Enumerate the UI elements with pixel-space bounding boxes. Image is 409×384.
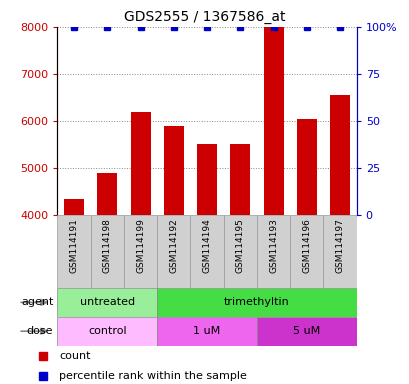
Bar	[57, 215, 90, 288]
Bar	[157, 288, 356, 317]
Bar	[329, 95, 349, 215]
Text: control: control	[88, 326, 126, 336]
Text: GDS2555 / 1367586_at: GDS2555 / 1367586_at	[124, 10, 285, 23]
Bar	[157, 317, 256, 346]
Bar	[130, 112, 150, 215]
Text: GSM114198: GSM114198	[103, 218, 112, 273]
Text: percentile rank within the sample: percentile rank within the sample	[59, 371, 247, 381]
Text: GSM114194: GSM114194	[202, 218, 211, 273]
Bar	[57, 288, 157, 317]
Bar	[223, 215, 256, 288]
Bar	[197, 144, 216, 215]
Text: agent: agent	[21, 297, 53, 308]
Bar	[323, 215, 356, 288]
Text: dose: dose	[27, 326, 53, 336]
Bar	[190, 215, 223, 288]
Text: GSM114199: GSM114199	[136, 218, 145, 273]
Text: 1 uM: 1 uM	[193, 326, 220, 336]
Text: GSM114195: GSM114195	[235, 218, 244, 273]
Bar	[157, 215, 190, 288]
Bar	[124, 215, 157, 288]
Text: GSM114196: GSM114196	[301, 218, 310, 273]
Bar	[290, 215, 323, 288]
Bar	[256, 317, 356, 346]
Bar	[164, 126, 183, 215]
Bar	[64, 199, 84, 215]
Text: 5 uM: 5 uM	[292, 326, 320, 336]
Text: GSM114197: GSM114197	[335, 218, 344, 273]
Bar	[90, 215, 124, 288]
Bar	[230, 144, 249, 215]
Text: count: count	[59, 351, 90, 361]
Bar	[256, 215, 290, 288]
Bar	[57, 317, 157, 346]
Text: GSM114192: GSM114192	[169, 218, 178, 273]
Bar	[296, 119, 316, 215]
Bar	[263, 27, 283, 215]
Bar	[97, 173, 117, 215]
Text: trimethyltin: trimethyltin	[223, 297, 289, 308]
Text: GSM114191: GSM114191	[70, 218, 79, 273]
Text: GSM114193: GSM114193	[268, 218, 277, 273]
Text: untreated: untreated	[79, 297, 135, 308]
